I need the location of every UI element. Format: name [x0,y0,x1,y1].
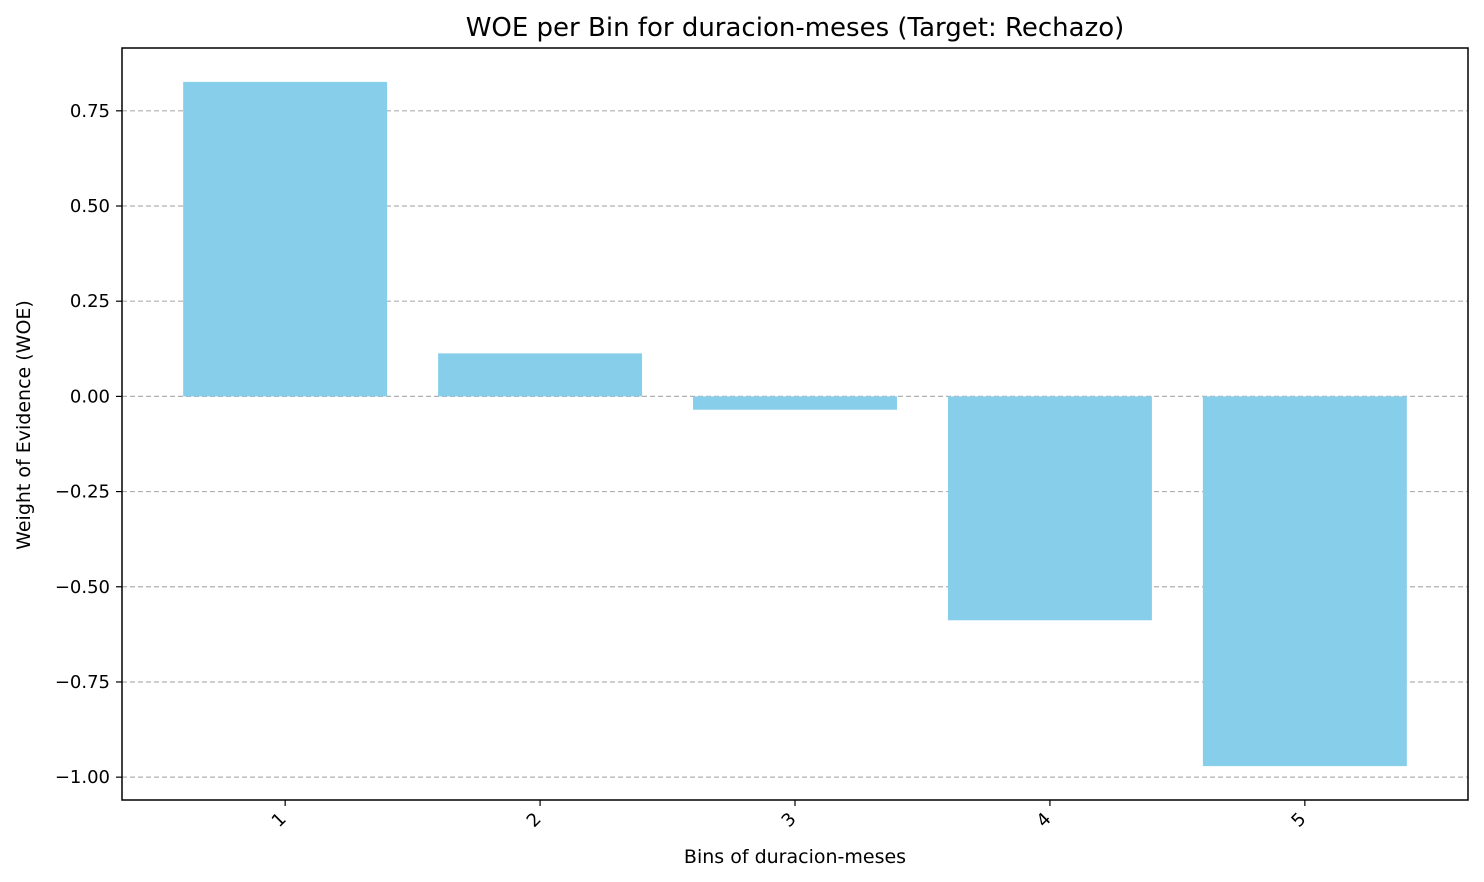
y-axis-label: Weight of Evidence (WOE) [13,300,35,550]
plot-frame [121,47,1469,801]
y-tick-label: 0.25 [70,291,110,312]
x-tick-label: 2 [523,809,546,832]
y-tick-label: 0.00 [70,386,110,407]
bar-bin-1 [183,81,388,397]
y-tick-label: −0.50 [55,577,110,598]
bar-bin-5 [1202,396,1407,767]
y-tick-label: 0.50 [70,196,110,217]
y-axis-ticks: −1.00 −0.75 −0.50 −0.25 0.00 0.25 0.50 0.75 [55,101,122,788]
y-tick-label: −0.75 [55,672,110,693]
bar-bin-4 [947,396,1152,621]
x-axis-label: Bins of duracion-meses [684,846,906,868]
y-tick-label: −1.00 [55,767,110,788]
chart-title: WOE per Bin for duracion-meses (Target: … [466,13,1125,43]
y-tick-label: −0.25 [55,482,110,503]
x-tick-label: 1 [268,809,291,832]
x-axis-ticks: 1 2 3 4 5 [268,800,1310,832]
x-tick-label: 4 [1033,809,1056,832]
bar-bin-2 [438,353,643,397]
x-tick-label: 5 [1287,809,1310,832]
y-tick-label: 0.75 [70,101,110,122]
x-tick-label: 3 [778,809,801,832]
bar-bin-3 [693,396,897,410]
bars-group [183,81,1407,767]
